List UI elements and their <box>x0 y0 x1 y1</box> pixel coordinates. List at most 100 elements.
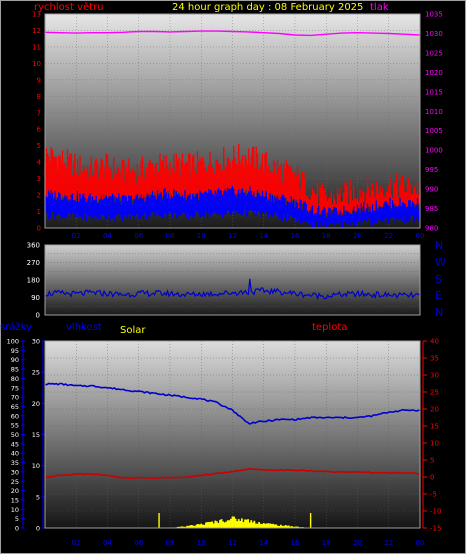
rain-tick-label: 20 <box>11 487 19 495</box>
direction-plot-border <box>44 244 421 316</box>
x-tick-label: 06 <box>134 232 143 240</box>
temp-tick-label: -10 <box>430 508 441 516</box>
wind-tick-label: 0 <box>37 225 41 233</box>
humidity-line <box>45 382 421 425</box>
humidity-tick-label: 30 <box>32 338 40 346</box>
wind-tick-label: 6 <box>37 126 42 134</box>
wind-x-axis: 02 04 06 08 10 12 14 16 18 20 22 00 <box>72 232 425 240</box>
compass-labels: N W S E N <box>435 239 446 319</box>
wind-tick-label: 11 <box>32 43 41 51</box>
rain-tick-label: 30 <box>11 468 19 476</box>
temp-tick-label: 25 <box>430 389 439 397</box>
wind-tick-label: 4 <box>37 159 42 167</box>
x-tick-label: 20 <box>353 539 362 547</box>
temp-tick-label: 10 <box>430 440 439 448</box>
pressure-tick-label: 1000 <box>425 147 443 155</box>
x-tick-label: 08 <box>166 232 175 240</box>
humidity-y-axis: 0 5 10 15 20 25 30 <box>32 338 45 533</box>
rain-tick-label: 10 <box>11 506 19 514</box>
direction-y-axis: 0 90 180 270 360 <box>27 242 40 320</box>
wind-axis-title: rychlost větru <box>34 1 104 13</box>
x-tick-label: 10 <box>197 539 206 547</box>
x-tick-label: 16 <box>291 232 300 240</box>
direction-tick-label: 90 <box>31 294 40 302</box>
wind-plot-border <box>44 13 421 229</box>
compass-label: S <box>435 273 442 286</box>
wind-tick-label: 13 <box>32 11 41 19</box>
pressure-tick-label: 990 <box>425 186 438 194</box>
rain-tick-label: 100 <box>7 338 19 346</box>
rain-tick-label: 85 <box>11 366 19 374</box>
rain-tick-label: 65 <box>11 403 19 411</box>
humidity-tick-label: 10 <box>32 462 40 470</box>
pressure-tick-label: 1010 <box>425 108 443 116</box>
x-tick-label: 14 <box>259 232 268 240</box>
pressure-tick-label: 1030 <box>425 30 443 38</box>
wind-tick-label: 7 <box>37 109 41 117</box>
x-tick-label: 22 <box>384 539 393 547</box>
pressure-tick-label: 1015 <box>425 88 443 96</box>
rain-tick-label: 5 <box>15 515 19 523</box>
humidity-tick-label: 5 <box>36 493 40 501</box>
temp-tick-label: 5 <box>430 457 434 465</box>
pressure-y-axis: 980 985 990 995 1000 1005 1010 1015 1020 1025 1030… <box>425 11 443 233</box>
wind-tick-label: 9 <box>37 76 41 84</box>
rain-axis-title: srážky <box>0 321 32 333</box>
humidity-tick-label: 25 <box>32 369 40 377</box>
temp-axis-title: teplota <box>312 322 347 333</box>
x-tick-label: 06 <box>134 539 143 547</box>
x-tick-label: 02 <box>72 539 81 547</box>
pressure-axis-title: tlak <box>370 2 389 13</box>
x-tick-label: 08 <box>166 539 175 547</box>
temp-tick-label: 20 <box>430 406 439 414</box>
wind-tick-label: 10 <box>32 60 41 68</box>
rain-tick-label: 90 <box>11 356 19 364</box>
temp-tick-label: 30 <box>430 372 439 380</box>
humidity-tick-label: 15 <box>32 431 40 439</box>
rain-tick-label: 70 <box>11 394 19 402</box>
pressure-tick-label: 980 <box>425 225 438 233</box>
x-tick-label: 20 <box>353 232 362 240</box>
wind-tick-label: 2 <box>37 192 41 200</box>
rain-tick-label: 35 <box>11 459 19 467</box>
x-tick-label: 00 <box>416 232 425 240</box>
rain-tick-label: 15 <box>11 496 19 504</box>
rain-tick-label: 55 <box>11 422 19 430</box>
humidity-tick-label: 20 <box>32 400 40 408</box>
pressure-tick-label: 1035 <box>425 11 443 19</box>
compass-label: N <box>435 306 443 319</box>
humidity-axis-title: vlhkost <box>66 322 102 333</box>
pressure-tick-label: 985 <box>425 205 438 213</box>
lower-x-axis: 02 04 06 08 10 12 14 16 18 20 22 00 <box>72 539 425 547</box>
pressure-tick-label: 995 <box>425 166 438 174</box>
wind-tick-label: 12 <box>32 27 41 35</box>
rain-tick-label: 80 <box>11 375 19 383</box>
pressure-tick-label: 1005 <box>425 127 443 135</box>
rain-humidity-temp-panel: srážky vlhkost Solar teplota 05101520253… <box>0 321 441 547</box>
temp-tick-label: -15 <box>430 525 441 533</box>
pressure-tick-label: 1020 <box>425 69 443 77</box>
temp-tick-label: 40 <box>430 338 439 346</box>
x-tick-label: 14 <box>259 539 268 547</box>
direction-line <box>44 278 421 301</box>
temp-tick-label: 15 <box>430 423 439 431</box>
rain-tick-label: 50 <box>11 431 19 439</box>
compass-label: W <box>435 256 446 269</box>
x-tick-label: 04 <box>103 232 112 240</box>
x-tick-label: 00 <box>416 539 425 547</box>
lower-plot-border <box>44 340 421 529</box>
rain-tick-label: 40 <box>11 450 19 458</box>
rain-tick-label: 75 <box>11 384 19 392</box>
compass-label: E <box>435 289 442 302</box>
temp-tick-label: -5 <box>430 491 437 499</box>
rain-tick-label: 0 <box>15 525 19 533</box>
temp-tick-label: 35 <box>430 355 439 363</box>
x-tick-label: 02 <box>72 232 81 240</box>
rain-tick-label: 25 <box>11 478 19 486</box>
wind-direction-panel: 0 90 180 270 360 N W S E N <box>27 239 446 320</box>
rain-tick-label: 45 <box>11 440 19 448</box>
chart-title: 24 hour graph day : 08 February 2025 <box>172 2 363 13</box>
